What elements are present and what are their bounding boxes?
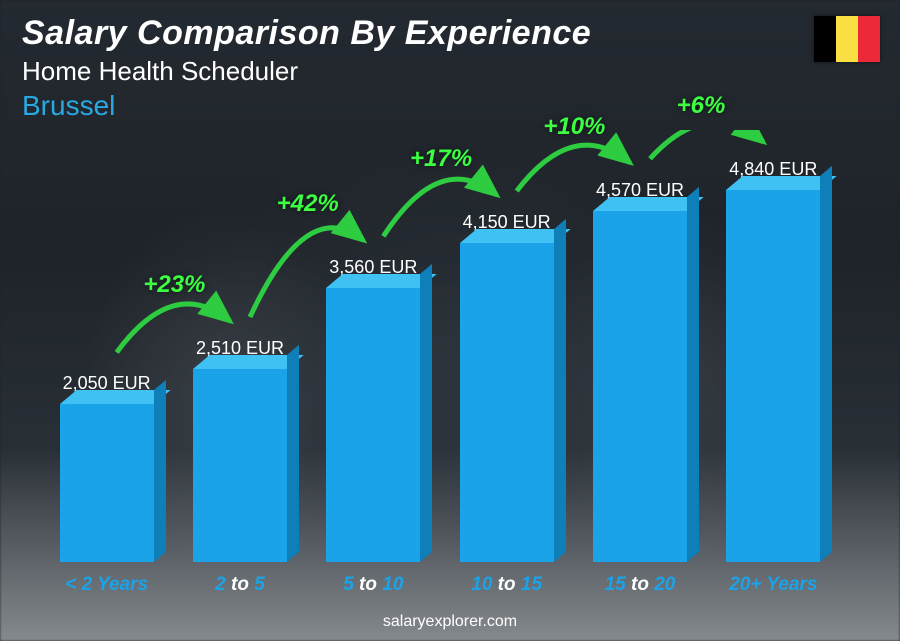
infographic-root: Salary Comparison By Experience Home Hea… [0, 0, 900, 641]
x-axis-label: 2 to 5 [173, 574, 306, 596]
bar-front [726, 190, 820, 562]
increase-pct-label: +23% [143, 271, 205, 299]
increase-pct-label: +17% [410, 145, 472, 173]
increase-pct-label: +10% [543, 113, 605, 141]
x-axis-label: 20+ Years [707, 574, 840, 596]
bar-side [154, 380, 166, 562]
x-axis-label: 5 to 10 [307, 574, 440, 596]
increase-pct-label: +6% [677, 92, 726, 120]
footer-attribution: salaryexplorer.com [0, 613, 900, 631]
bars-container: 2,050 EUR2,510 EUR3,560 EUR4,150 EUR4,57… [40, 130, 840, 562]
belgium-flag-icon [814, 16, 880, 62]
bar-front [60, 404, 154, 562]
x-axis-label: < 2 Years [40, 574, 173, 596]
flag-stripe-1 [814, 16, 836, 62]
x-axis-label: 15 to 20 [573, 574, 706, 596]
bar-side [287, 345, 299, 562]
bar-side [420, 264, 432, 562]
flag-stripe-2 [836, 16, 858, 62]
bar [193, 369, 287, 562]
bar-side [554, 219, 566, 562]
bar-side [687, 187, 699, 562]
x-axis-labels: < 2 Years2 to 55 to 1010 to 1515 to 2020… [40, 574, 840, 596]
bar-front [193, 369, 287, 562]
bar-slot: 4,150 EUR [440, 130, 573, 562]
bar [326, 288, 420, 562]
bar-front [460, 243, 554, 562]
flag-stripe-3 [858, 16, 880, 62]
bar-slot: 4,840 EUR [707, 130, 840, 562]
page-subtitle: Home Health Scheduler [22, 56, 298, 87]
x-axis-label: 10 to 15 [440, 574, 573, 596]
page-title: Salary Comparison By Experience [22, 14, 591, 53]
bar [726, 190, 820, 562]
bar-side [820, 166, 832, 562]
bar [460, 243, 554, 562]
bar-front [326, 288, 420, 562]
salary-bar-chart: 2,050 EUR2,510 EUR3,560 EUR4,150 EUR4,57… [40, 130, 840, 596]
bar-front [593, 211, 687, 562]
location-label: Brussel [22, 90, 115, 122]
bar [60, 404, 154, 562]
bar-slot: 4,570 EUR [573, 130, 706, 562]
bar-slot: 2,050 EUR [40, 130, 173, 562]
bar [593, 211, 687, 562]
increase-pct-label: +42% [277, 190, 339, 218]
